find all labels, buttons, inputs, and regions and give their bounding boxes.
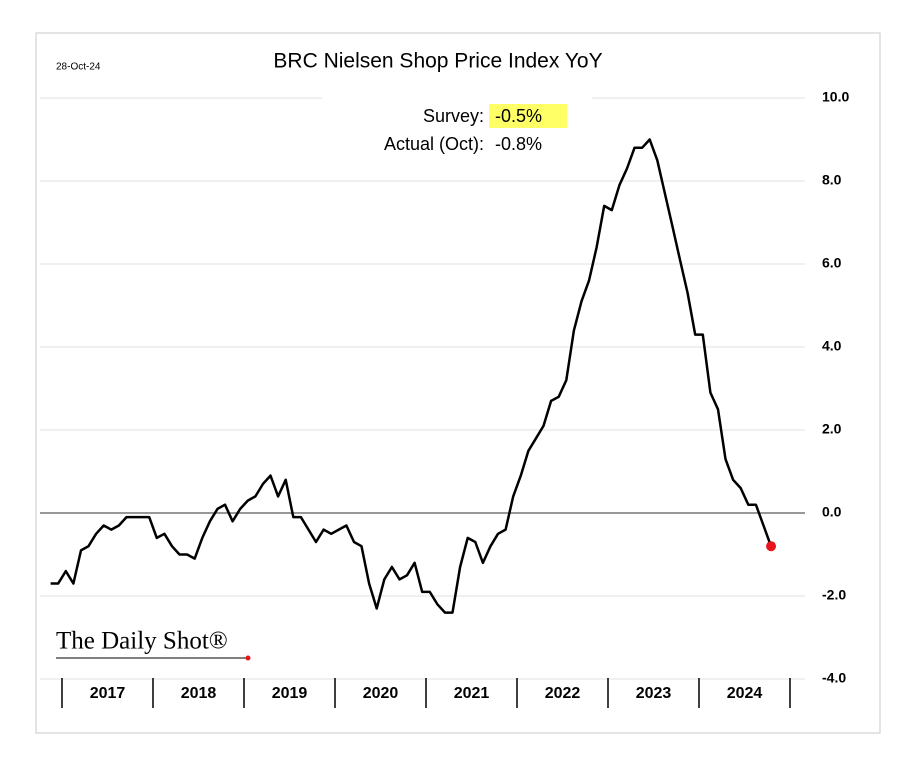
- y-tick-label: 10.0: [822, 89, 849, 105]
- annotation-label: Survey:: [423, 106, 484, 126]
- last-point: [766, 541, 777, 552]
- watermark-dot: [245, 655, 251, 661]
- y-tick-label: 4.0: [822, 338, 842, 354]
- line-series: [50, 138, 773, 614]
- y-tick-label: -4.0: [822, 670, 846, 686]
- x-tick-label: 2019: [272, 685, 308, 702]
- annotation-label: Actual (Oct):: [384, 134, 484, 154]
- x-tick-label: 2023: [636, 685, 672, 702]
- x-tick-label: 2018: [181, 685, 217, 702]
- y-tick-label: 6.0: [822, 255, 842, 271]
- x-tick-label: 2017: [90, 685, 126, 702]
- annotation-value: -0.8%: [495, 134, 542, 154]
- watermark: The Daily Shot®: [56, 628, 228, 655]
- x-tick-label: 2022: [545, 685, 581, 702]
- chart-title: BRC Nielsen Shop Price Index YoY: [273, 50, 602, 73]
- grid: [40, 97, 805, 680]
- x-tick-label: 2024: [727, 685, 763, 702]
- x-tick-label: 2020: [363, 685, 399, 702]
- y-tick-label: 2.0: [822, 421, 842, 437]
- annotation-highlight: [489, 104, 567, 128]
- y-tick-label: 0.0: [822, 504, 842, 520]
- date-note: 28-Oct-24: [56, 62, 101, 73]
- y-tick-label: 8.0: [822, 172, 842, 188]
- annotation-value: -0.5%: [495, 106, 542, 126]
- y-tick-label: -2.0: [822, 587, 846, 603]
- x-tick-label: 2021: [454, 685, 490, 702]
